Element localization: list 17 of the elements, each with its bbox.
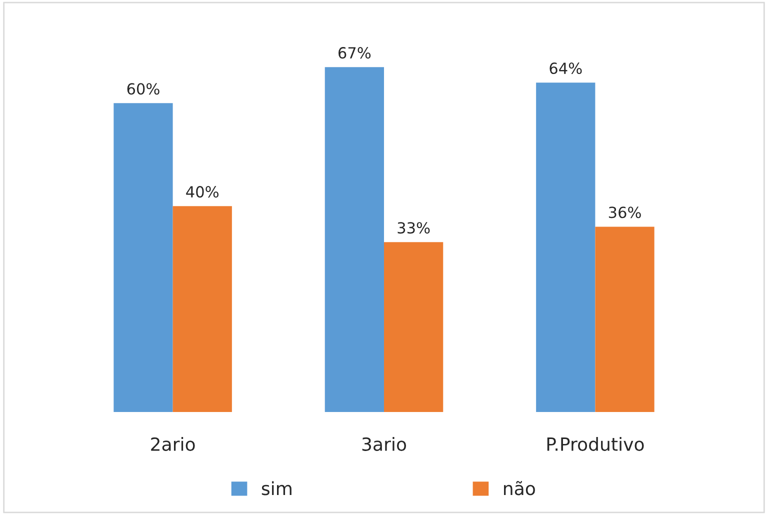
bar [324,67,384,412]
bar [595,226,654,412]
data-label: 36% [608,206,641,218]
data-label: 67% [338,47,371,59]
x-tick-label: 3ario [362,437,406,451]
bar [536,82,596,412]
bar [172,206,232,412]
data-label: 64% [550,62,582,74]
data-label: 33% [398,222,430,234]
data-label: 60% [127,83,160,95]
bar [384,242,444,412]
x-tick-label: 2ario [151,437,195,451]
data-label: 40% [186,186,219,198]
legend-label: sim [262,481,292,496]
bar [114,103,173,412]
x-tick-label: P.Produtivo [547,437,644,451]
legend-label: não [504,480,535,496]
